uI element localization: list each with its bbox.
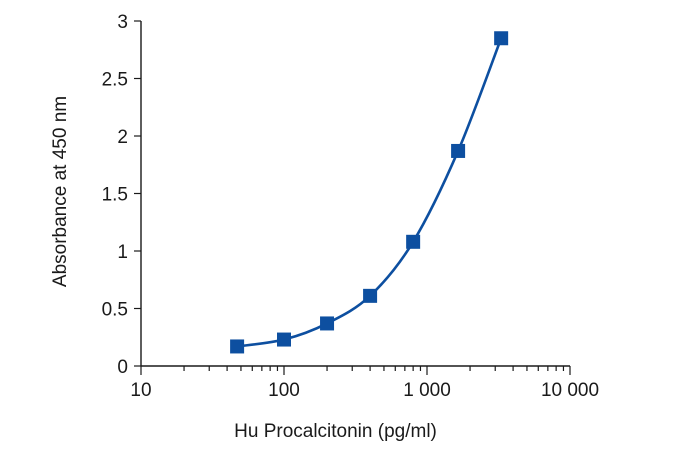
x-tick-label: 10 000	[541, 380, 599, 401]
data-point	[320, 316, 335, 331]
y-tick-label: 1	[117, 242, 128, 263]
y-tick-label: 0.5	[102, 300, 128, 321]
data-point	[230, 339, 245, 354]
x-tick-label: 1 000	[403, 380, 451, 401]
data-point	[451, 143, 466, 158]
y-tick-label: 2	[117, 127, 128, 148]
axes	[140, 21, 570, 367]
data-point	[494, 31, 509, 46]
y-axis-title: Absorbance at 450 nm	[50, 96, 71, 287]
data-points	[230, 31, 509, 354]
x-axis-title: Hu Procalcitonin (pg/ml)	[234, 421, 437, 442]
x-tick-label: 100	[268, 380, 300, 401]
data-point	[406, 234, 421, 249]
data-point	[363, 288, 378, 303]
tick-labels: 0 0.5 1 1.5 2 2.5 3 10 100 1 000 10 000	[102, 12, 599, 401]
axis-ticks	[134, 20, 571, 375]
x-tick-label: 10	[130, 380, 151, 401]
data-point	[277, 332, 291, 347]
y-tick-label: 1.5	[102, 185, 128, 206]
y-tick-label: 3	[117, 12, 128, 33]
y-tick-label: 0	[117, 357, 128, 378]
y-tick-label: 2.5	[102, 70, 128, 91]
